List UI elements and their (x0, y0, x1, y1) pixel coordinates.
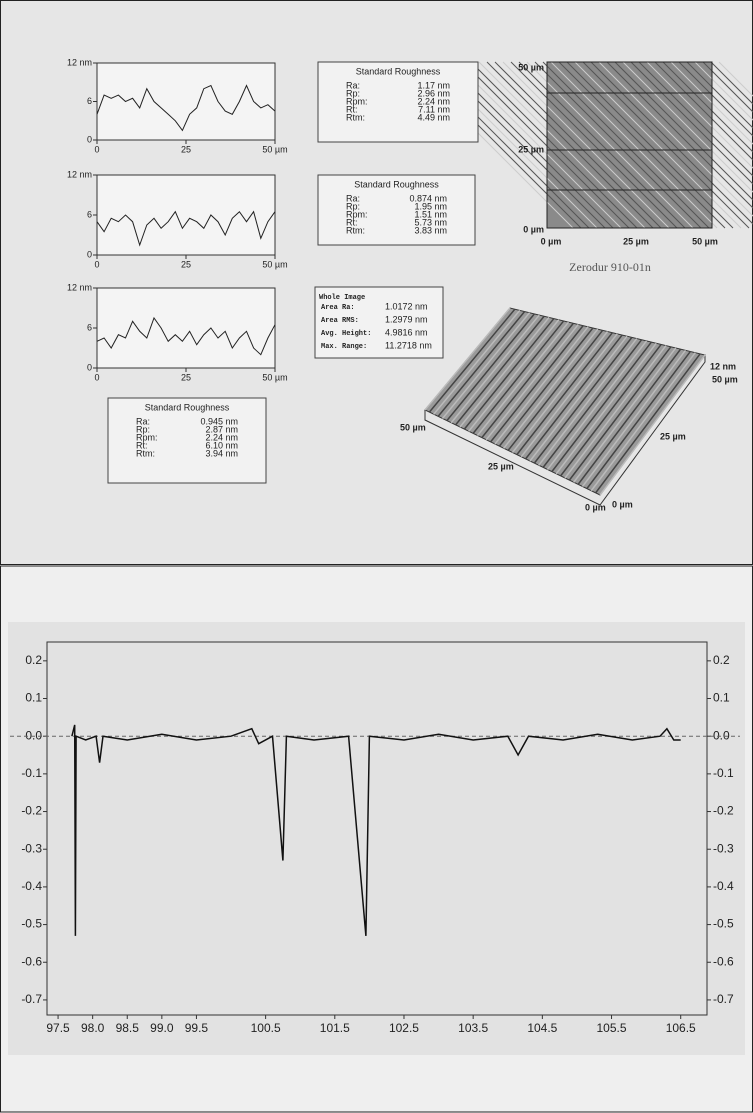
x-tick-label: 100.5 (251, 1021, 281, 1035)
y-tick-label: -0.4 (713, 879, 734, 893)
figure: Zerodur 910-01n 50 µm 25 µm 0 µm 0 µm 25 µm 5… (0, 0, 753, 1113)
y-tick-label: 0.1 (25, 691, 42, 705)
x-tick-label: 102.5 (389, 1021, 419, 1035)
y-tick-label: -0.3 (21, 841, 42, 855)
y-tick-label: 0.0 (713, 728, 730, 742)
afm-y-label: 25 µm (518, 144, 544, 154)
row-label: Rtm: (346, 112, 365, 122)
x-tick-label: 0 (94, 259, 99, 269)
afm-caption: Zerodur 910-01n (569, 260, 651, 274)
y-tick-label: 6 (87, 96, 92, 106)
x-tick-label: 50 µm (262, 144, 287, 154)
z-label: 12 nm (710, 361, 736, 371)
row-value: 1.2979 nm (385, 314, 428, 324)
x-tick-label: 97.5 (46, 1021, 70, 1035)
plot-frame (97, 288, 275, 368)
x-tick-label: 98.5 (116, 1021, 140, 1035)
y-tick-label: -0.2 (21, 804, 42, 818)
axis-label-3d: 0 µm (612, 499, 633, 509)
afm-x-label: 50 µm (692, 236, 718, 246)
row-label: Area RMS: (321, 317, 359, 325)
row-label: Area Ra: (321, 304, 355, 312)
axis-label-3d: 25 µm (488, 461, 514, 471)
y-tick-label: -0.7 (713, 992, 734, 1006)
y-tick-label: -0.5 (21, 917, 42, 931)
plot-background (8, 622, 745, 1055)
axis-label-3d: 0 µm (585, 502, 606, 512)
x-tick-label: 106.5 (666, 1021, 696, 1035)
y-tick-label: -0.7 (21, 992, 42, 1006)
x-tick-label: 25 (181, 259, 191, 269)
y-tick-label: 6 (87, 322, 92, 332)
y-tick-label: 0 (87, 134, 92, 144)
row-label: Max. Range: (321, 343, 367, 351)
row-value: 11.2718 nm (385, 340, 432, 350)
y-tick-label: 0 (87, 249, 92, 259)
x-tick-label: 50 µm (262, 372, 287, 382)
x-tick-label: 25 (181, 372, 191, 382)
row-label: Rtm: (346, 225, 365, 235)
axis-label-3d: 25 µm (660, 431, 686, 441)
y-tick-label: 0 (87, 362, 92, 372)
plot-frame (97, 175, 275, 255)
x-tick-label: 50 µm (262, 259, 287, 269)
y-tick-label: -0.1 (21, 766, 42, 780)
y-tick-label: 0.0 (25, 728, 42, 742)
x-tick-label: 98.0 (81, 1021, 105, 1035)
axis-label-3d: 50 µm (712, 374, 738, 384)
y-tick-label: -0.2 (713, 804, 734, 818)
y-tick-label: -0.6 (21, 954, 42, 968)
afm-y-label: 50 µm (518, 62, 544, 72)
y-tick-label: -0.5 (713, 917, 734, 931)
x-tick-label: 101.5 (320, 1021, 350, 1035)
x-tick-label: 25 (181, 144, 191, 154)
x-tick-label: 0 (94, 372, 99, 382)
row-value: 1.0172 nm (385, 301, 428, 311)
y-tick-label: -0.1 (713, 766, 734, 780)
row-value: 3.94 nm (205, 448, 238, 458)
x-tick-label: 105.5 (597, 1021, 627, 1035)
y-tick-label: -0.4 (21, 879, 42, 893)
y-tick-label: -0.6 (713, 954, 734, 968)
x-tick-label: 99.5 (185, 1021, 209, 1035)
box-title: Standard Roughness (354, 179, 439, 189)
axis-label-3d: 50 µm (400, 422, 426, 432)
y-tick-label: 0.2 (713, 653, 730, 667)
box-title: Whole Image (319, 294, 365, 302)
row-value: 4.49 nm (417, 112, 450, 122)
y-tick-label: -0.3 (713, 841, 734, 855)
y-tick-label: 12 nm (67, 57, 92, 67)
plot-frame (97, 63, 275, 140)
x-tick-label: 0 (94, 144, 99, 154)
x-tick-label: 104.5 (527, 1021, 557, 1035)
afm-x-label: 0 µm (541, 236, 562, 246)
row-value: 4.9816 nm (385, 327, 428, 337)
y-tick-label: 6 (87, 209, 92, 219)
y-tick-label: 0.1 (713, 691, 730, 705)
x-tick-label: 99.0 (150, 1021, 174, 1035)
y-tick-label: 12 nm (67, 282, 92, 292)
row-value: 3.83 nm (414, 225, 447, 235)
y-tick-label: 0.2 (25, 653, 42, 667)
row-label: Avg. Height: (321, 330, 371, 338)
box-title: Standard Roughness (356, 66, 441, 76)
row-label: Rtm: (136, 448, 155, 458)
afm-y-label: 0 µm (523, 224, 544, 234)
afm-x-label: 25 µm (623, 236, 649, 246)
y-tick-label: 12 nm (67, 169, 92, 179)
x-tick-label: 103.5 (458, 1021, 488, 1035)
box-title: Standard Roughness (145, 402, 230, 412)
